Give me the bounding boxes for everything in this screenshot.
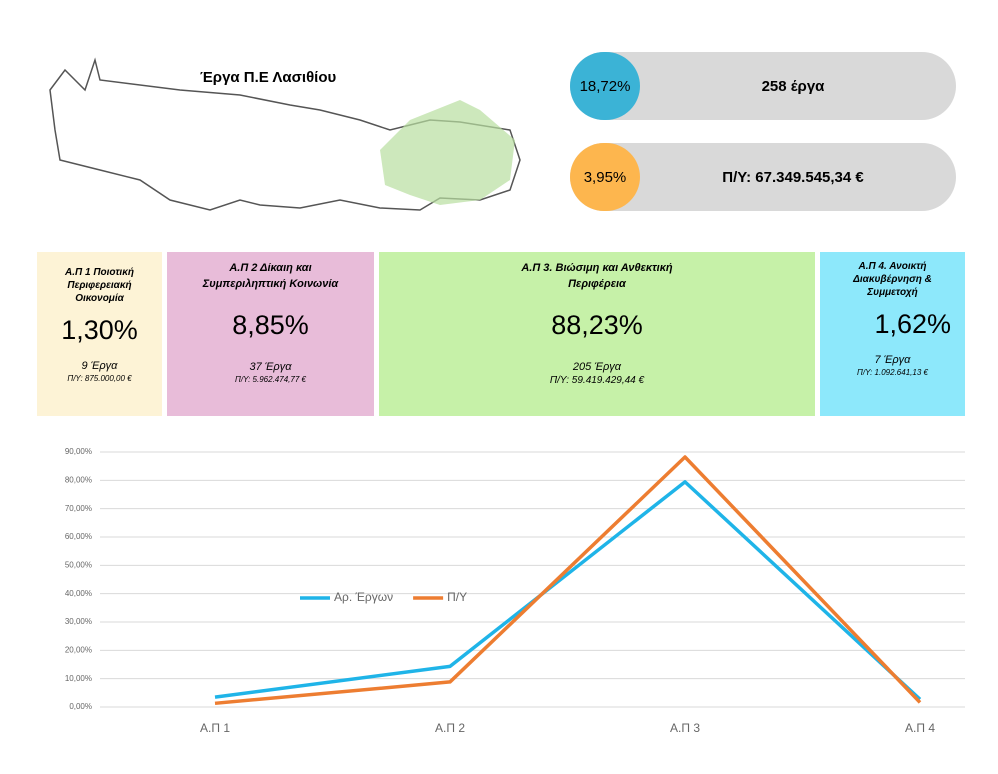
summary-pill: 18,72% 258 έργα: [570, 52, 956, 120]
card: Α.Π 4. Ανοικτή Διακυβέρνηση & Συμμετοχή …: [820, 252, 965, 416]
summary-text: Π/Υ: 67.349.545,34 €: [722, 168, 864, 186]
summary-pill: 3,95% Π/Υ: 67.349.545,34 €: [570, 143, 956, 211]
summary-percent: 3,95%: [570, 143, 640, 211]
x-tick-label: Α.Π 2: [435, 721, 465, 735]
map-region: [380, 100, 515, 205]
card: Α.Π 3. Βιώσιμη και Ανθεκτική Περιφέρεια …: [379, 252, 815, 416]
card: Α.Π 2 Δίκαιη και Συμπεριληπτική Κοινωνία…: [167, 252, 374, 416]
map-title: Έργα Π.Ε Λασιθίου: [200, 69, 337, 86]
y-tick-label: 40,00%: [65, 589, 92, 598]
y-tick-label: 20,00%: [65, 645, 92, 654]
card: Α.Π 1 Ποιοτική Περιφερειακή Οικονομία 1,…: [37, 252, 162, 416]
map-outline: [49, 57, 521, 211]
y-tick-label: 10,00%: [65, 674, 92, 683]
summary-text: 258 έργα: [761, 77, 825, 95]
card-budget: Π/Υ: 875.000,00 €: [67, 374, 132, 383]
y-tick-label: 90,00%: [65, 447, 92, 456]
card-count: 7 Έργα: [874, 354, 911, 366]
y-tick-label: 50,00%: [65, 560, 92, 569]
card-percent: 1,62%: [874, 309, 951, 339]
card-title: Α.Π 3. Βιώσιμη και Ανθεκτική Περιφέρεια: [521, 262, 673, 290]
card-count: 37 Έργα: [249, 361, 292, 373]
line-chart: 0,00% 10,00% 20,00% 30,00% 40,00% 50,00% 60,00…: [65, 447, 965, 735]
card-count: 9 Έργα: [81, 360, 118, 372]
card-budget: Π/Υ: 1.092.641,13 €: [857, 368, 928, 377]
card-percent: 1,30%: [61, 315, 138, 345]
map: Έργα Π.Ε Λασιθίου: [49, 57, 521, 211]
card-budget: Π/Υ: 5.962.474,77 €: [235, 375, 306, 384]
series-line: [214, 480, 922, 701]
series-line: [214, 455, 922, 706]
card-budget: Π/Υ: 59.419.429,44 €: [549, 375, 645, 386]
x-tick-label: Α.Π 3: [670, 721, 700, 735]
card-title: Α.Π 2 Δίκαιη και Συμπεριληπτική Κοινωνία: [202, 262, 339, 290]
y-tick-label: 70,00%: [65, 504, 92, 513]
y-tick-label: 0,00%: [69, 702, 92, 711]
x-tick-label: Α.Π 4: [905, 721, 935, 735]
y-tick-label: 80,00%: [65, 475, 92, 484]
x-tick-label: Α.Π 1: [200, 721, 230, 735]
legend-label: Αρ. Έργων: [334, 590, 393, 604]
card-title: Α.Π 1 Ποιοτική Περιφερειακή Οικονομία: [65, 267, 134, 304]
y-tick-label: 30,00%: [65, 617, 92, 626]
card-title: Α.Π 4. Ανοικτή Διακυβέρνηση & Συμμετοχή: [853, 261, 932, 298]
y-tick-label: 60,00%: [65, 532, 92, 541]
card-percent: 8,85%: [232, 310, 309, 340]
summary-percent: 18,72%: [570, 52, 640, 120]
card-count: 205 Έργα: [572, 361, 622, 373]
card-percent: 88,23%: [551, 310, 643, 340]
legend-label: Π/Υ: [447, 590, 467, 604]
